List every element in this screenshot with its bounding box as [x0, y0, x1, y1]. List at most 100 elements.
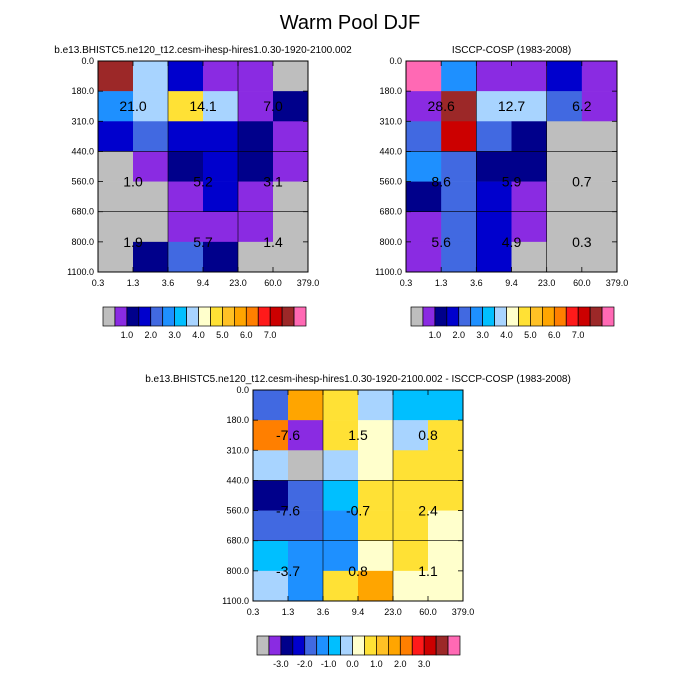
heatmap-cell: [323, 450, 359, 481]
heatmap-cell: [133, 91, 169, 122]
colorbar-box: [352, 635, 365, 656]
heatmap-cell: [428, 390, 464, 421]
y-tick-label: 1100.0: [375, 267, 402, 277]
heatmap-cell: [476, 121, 512, 152]
page-title: Warm Pool DJF: [279, 12, 421, 34]
heatmap-cell: [168, 181, 204, 213]
y-tick-label: 310.0: [71, 116, 94, 126]
colorbar-box: [293, 306, 307, 327]
colorbar-box: [376, 635, 389, 656]
heatmap-cell: [203, 151, 239, 182]
heatmap-cell: [441, 61, 477, 92]
heatmap-cell: [428, 480, 464, 511]
heatmap-cell: [393, 480, 429, 511]
heatmap-cell: [203, 241, 239, 273]
heatmap-cell: [253, 510, 289, 542]
x-tick-label: 379.0: [452, 607, 475, 617]
heatmap-cell: [428, 450, 464, 481]
y-tick-label: 560.0: [226, 506, 249, 516]
colorbar-tick-label: 3.0: [476, 330, 489, 340]
heatmap-cell: [133, 121, 169, 152]
heatmap-cell: [393, 450, 429, 481]
heatmap-cell: [253, 480, 289, 511]
heatmap-cell: [168, 91, 204, 122]
data-label: 6.2: [572, 98, 592, 114]
colorbar-tick-label: 3.0: [418, 659, 431, 669]
colorbar-box: [328, 635, 341, 656]
heatmap-cell: [238, 151, 274, 182]
colorbar-box: [268, 635, 282, 656]
y-tick-label: 310.0: [379, 116, 402, 126]
heatmap-cell: [428, 570, 464, 602]
x-tick-label: 60.0: [419, 607, 437, 617]
heatmap-cell: [273, 181, 309, 213]
heatmap-cell: [358, 420, 394, 451]
colorbar-tick-label: 4.0: [192, 330, 205, 340]
heatmap-cell: [546, 151, 583, 182]
colorbar-box: [435, 635, 449, 656]
y-tick-label: 180.0: [71, 86, 94, 96]
y-tick-label: 180.0: [226, 415, 249, 425]
y-tick-label: 0.0: [81, 56, 94, 66]
heatmap-cell: [358, 540, 394, 572]
heatmap-cell: [288, 450, 324, 481]
heatmap-cell: [288, 480, 324, 511]
x-tick-label: 23.0: [229, 278, 247, 288]
colorbar-tick-label: 2.0: [453, 330, 466, 340]
data-label: 21.0: [119, 98, 146, 114]
x-tick-label: 23.0: [384, 607, 402, 617]
heatmap-cell: [581, 181, 618, 213]
heatmap-cell: [168, 211, 204, 243]
colorbar-tick-label: 7.0: [264, 330, 277, 340]
colorbar-box: [601, 306, 615, 327]
heatmap-cell: [406, 121, 442, 152]
heatmap-cell: [98, 151, 134, 182]
heatmap-cell: [98, 211, 134, 243]
y-tick-label: 560.0: [379, 177, 402, 187]
x-tick-label: 3.6: [162, 278, 175, 288]
heatmap-cell: [511, 241, 547, 273]
data-label: 4.9: [502, 234, 522, 250]
heatmap-cell: [323, 510, 359, 542]
heatmap-cell: [133, 151, 169, 182]
y-tick-label: 0.0: [236, 385, 249, 395]
data-label: 14.1: [189, 98, 216, 114]
colorbar-tick-label: 2.0: [394, 659, 407, 669]
heatmap-cell: [253, 450, 289, 481]
heatmap-cell: [273, 241, 309, 273]
x-tick-label: 1.3: [282, 607, 295, 617]
heatmap-cell: [406, 181, 442, 213]
x-tick-label: 23.0: [538, 278, 556, 288]
colorbar-tick-label: 5.0: [524, 330, 537, 340]
heatmap-cell: [441, 91, 477, 122]
colorbar-box: [388, 635, 401, 656]
colorbar-tick-label: 1.0: [370, 659, 383, 669]
data-label: 5.9: [502, 174, 522, 190]
y-tick-label: 560.0: [71, 177, 94, 187]
x-tick-label: 379.0: [606, 278, 629, 288]
colorbar-box: [292, 635, 306, 656]
colorbar-tick-label: 2.0: [145, 330, 158, 340]
colorbar-tick-label: 0.0: [346, 659, 359, 669]
heatmap-cell: [393, 390, 429, 421]
data-label: -7.6: [276, 503, 300, 519]
heatmap-cell: [323, 480, 359, 511]
heatmap-cell: [133, 211, 169, 243]
heatmap-cell: [581, 241, 618, 273]
heatmap-cell: [253, 390, 289, 421]
heatmap-cell: [476, 61, 512, 92]
data-label: -7.6: [276, 427, 300, 443]
data-label: 5.6: [431, 234, 451, 250]
heatmap-cell: [98, 121, 134, 152]
heatmap-cell: [203, 181, 239, 213]
heatmap-cell: [476, 241, 512, 273]
heatmap-cell: [273, 121, 309, 152]
colorbar-tick-label: -1.0: [321, 659, 337, 669]
heatmap-cell: [581, 211, 618, 243]
heatmap-cell: [393, 540, 429, 572]
y-tick-label: 0.0: [389, 56, 402, 66]
heatmap-cell: [546, 91, 583, 122]
heatmap-cell: [133, 61, 169, 92]
heatmap-cell: [288, 540, 324, 572]
